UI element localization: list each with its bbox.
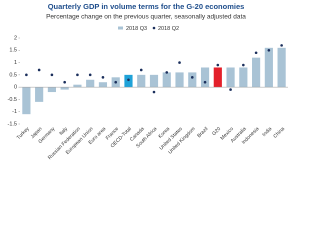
x-tick-label: Turkey xyxy=(16,126,31,141)
x-tick-label: China xyxy=(272,126,286,140)
dot xyxy=(216,63,220,67)
dot xyxy=(267,48,271,52)
chart-subtitle: Percentage change on the previous quarte… xyxy=(46,14,246,21)
legend-label: 2018 Q2 xyxy=(158,26,179,32)
dot xyxy=(203,80,207,84)
bar xyxy=(47,87,56,93)
bar xyxy=(188,72,197,88)
bar xyxy=(22,87,31,115)
dot xyxy=(165,71,169,74)
bar xyxy=(137,74,146,88)
dot xyxy=(63,80,66,84)
y-tick-label: 1 xyxy=(14,60,17,66)
bar xyxy=(277,47,286,88)
dot xyxy=(50,73,54,77)
dot xyxy=(37,68,41,72)
dot xyxy=(114,80,118,84)
dot xyxy=(88,73,92,77)
y-tick-label: -1 xyxy=(12,109,17,115)
bar xyxy=(200,67,210,88)
dot xyxy=(242,63,245,67)
bar xyxy=(35,87,44,102)
dot xyxy=(254,51,258,55)
bar xyxy=(226,67,235,88)
dot xyxy=(229,88,232,91)
y-tick-label: 0.5 xyxy=(9,72,17,78)
bar xyxy=(252,57,261,88)
bar xyxy=(175,72,184,88)
bar xyxy=(60,87,69,90)
y-tick-label: 0 xyxy=(14,85,17,91)
dot xyxy=(127,78,130,82)
dot xyxy=(101,76,105,79)
x-tick-label: Italy xyxy=(58,126,69,137)
dot xyxy=(139,68,143,72)
y-tick-label: 1.5 xyxy=(9,48,17,54)
dot xyxy=(76,73,79,77)
legend-swatch xyxy=(152,26,156,30)
bar xyxy=(73,84,82,88)
dot xyxy=(178,61,181,64)
dot xyxy=(190,76,194,79)
x-tick-label: India xyxy=(261,126,273,138)
legend-label: 2018 Q3 xyxy=(126,26,147,32)
dot xyxy=(280,44,283,47)
bar xyxy=(149,74,159,88)
chart: Quarterly GDP in volume terms for the G-… xyxy=(8,2,288,161)
bar xyxy=(264,47,273,88)
chart-title: Quarterly GDP in volume terms for the G-… xyxy=(48,2,245,11)
bar xyxy=(239,67,248,88)
y-tick-label: 2 xyxy=(14,35,17,41)
legend-swatch xyxy=(118,26,123,30)
dot xyxy=(25,73,28,77)
bar xyxy=(162,72,171,88)
x-tick-label: G20 xyxy=(211,126,222,137)
x-tick-label: Brazil xyxy=(196,126,209,139)
bar xyxy=(98,82,108,88)
dot xyxy=(152,90,156,94)
bar xyxy=(213,67,222,88)
y-tick-label: -0.5 xyxy=(8,97,17,103)
bar xyxy=(86,79,95,88)
y-tick-label: -1.5 xyxy=(8,121,17,127)
